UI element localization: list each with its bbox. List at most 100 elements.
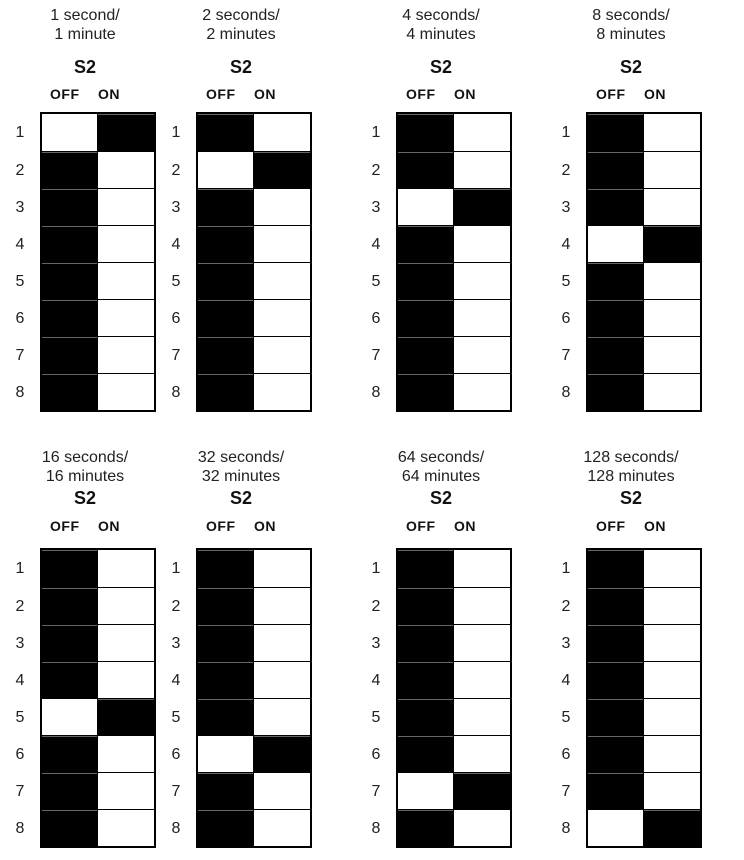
off-cell: [588, 810, 644, 846]
on-cell: [644, 114, 700, 151]
off-cell: [398, 625, 454, 661]
switch-number: 6: [171, 746, 181, 763]
switch-number: 8: [561, 384, 571, 401]
switch-row: 7: [372, 336, 510, 373]
off-cell: [588, 625, 644, 661]
switch-number: 1: [561, 560, 571, 577]
on-cell: [254, 374, 310, 410]
switch-row: 6: [372, 735, 510, 772]
switch-row: 1: [372, 550, 510, 587]
dip-switch-table: 1 2 3 4 5 6 7 8: [372, 548, 512, 848]
switch-row: 5: [172, 698, 310, 735]
switch-row: 2: [16, 587, 154, 624]
switch-number: 3: [15, 635, 25, 652]
off-cell: [198, 550, 254, 587]
switch-number: 5: [15, 709, 25, 726]
panel-title: 2 seconds/ 2 minutes: [202, 7, 280, 43]
switch-row: 8: [16, 373, 154, 410]
panel-title: 1 second/ 1 minute: [50, 7, 120, 43]
switch-row: 2: [562, 151, 700, 188]
switch-number: 6: [15, 746, 25, 763]
on-cell: [98, 736, 154, 772]
switch-panel: 2 seconds/ 2 minutes S2 OFF ON 1 2 3 4 5 6 7 8: [166, 0, 326, 420]
switch-row: 4: [562, 661, 700, 698]
on-cell: [254, 114, 310, 151]
on-cell: [644, 550, 700, 587]
on-cell: [454, 736, 510, 772]
switch-number: 1: [15, 124, 25, 141]
on-cell: [644, 736, 700, 772]
dip-switch-table: 1 2 3 4 5 6 7 8: [16, 112, 156, 412]
on-cell: [98, 152, 154, 188]
off-cell: [42, 662, 98, 698]
off-cell: [198, 662, 254, 698]
switch-row: 1: [172, 550, 310, 587]
switch-number: 3: [171, 635, 181, 652]
off-cell: [588, 736, 644, 772]
switch-number: 7: [561, 347, 571, 364]
on-cell: [254, 152, 310, 188]
switch-row: 8: [172, 373, 310, 410]
on-cell: [254, 736, 310, 772]
switch-row: 6: [16, 299, 154, 336]
switch-number: 1: [561, 124, 571, 141]
switch-number: 7: [171, 783, 181, 800]
switch-number: 6: [371, 746, 381, 763]
switch-number: 8: [561, 820, 571, 837]
off-cell: [588, 152, 644, 188]
switch-label: S2: [619, 488, 643, 508]
off-cell: [42, 773, 98, 809]
switch-number: 5: [171, 273, 181, 290]
switch-row: 6: [172, 299, 310, 336]
off-cell: [398, 773, 454, 809]
off-cell: [198, 189, 254, 225]
switch-row: 2: [172, 587, 310, 624]
switch-panel: 32 seconds/ 32 minutes S2 OFF ON 1 2 3 4 5 6 7 8: [166, 440, 326, 860]
switch-row: 4: [172, 661, 310, 698]
switch-number: 6: [371, 310, 381, 327]
off-cell: [398, 300, 454, 336]
on-column-header: ON: [98, 86, 120, 102]
switch-panel: 16 seconds/ 16 minutes S2 OFF ON 1 2 3 4 5 6 7 8: [10, 440, 170, 860]
switch-panel: 128 seconds/ 128 minutes S2 OFF ON 1 2 3 4 5 6 7 8: [556, 440, 716, 860]
switch-row: 7: [16, 336, 154, 373]
switch-number: 5: [171, 709, 181, 726]
off-cell: [198, 810, 254, 846]
switch-row: 3: [562, 188, 700, 225]
switch-row: 8: [372, 809, 510, 846]
switch-number: 3: [561, 635, 571, 652]
switch-number: 6: [561, 310, 571, 327]
on-cell: [254, 662, 310, 698]
on-cell: [454, 773, 510, 809]
switch-row: 2: [172, 151, 310, 188]
on-cell: [254, 226, 310, 262]
switch-number: 3: [561, 199, 571, 216]
switch-row: 5: [16, 262, 154, 299]
switch-row: 3: [172, 624, 310, 661]
on-cell: [454, 263, 510, 299]
off-cell: [42, 374, 98, 410]
switch-number: 3: [15, 199, 25, 216]
switch-row: 5: [372, 698, 510, 735]
switch-row: 5: [172, 262, 310, 299]
switch-row: 1: [562, 550, 700, 587]
switch-number: 1: [371, 560, 381, 577]
off-cell: [198, 226, 254, 262]
on-cell: [254, 625, 310, 661]
switch-row: 7: [372, 772, 510, 809]
switch-number: 8: [15, 384, 25, 401]
on-cell: [98, 226, 154, 262]
on-cell: [98, 810, 154, 846]
switch-panel: 1 second/ 1 minute S2 OFF ON 1 2 3 4 5 6 7 8: [10, 0, 170, 420]
on-cell: [254, 588, 310, 624]
switch-row: 1: [16, 114, 154, 151]
on-cell: [644, 773, 700, 809]
off-cell: [398, 699, 454, 735]
on-cell: [644, 662, 700, 698]
on-cell: [454, 699, 510, 735]
panel-title: 4 seconds/ 4 minutes: [402, 7, 480, 43]
on-cell: [254, 699, 310, 735]
on-cell: [98, 337, 154, 373]
off-column-header: OFF: [406, 518, 436, 534]
